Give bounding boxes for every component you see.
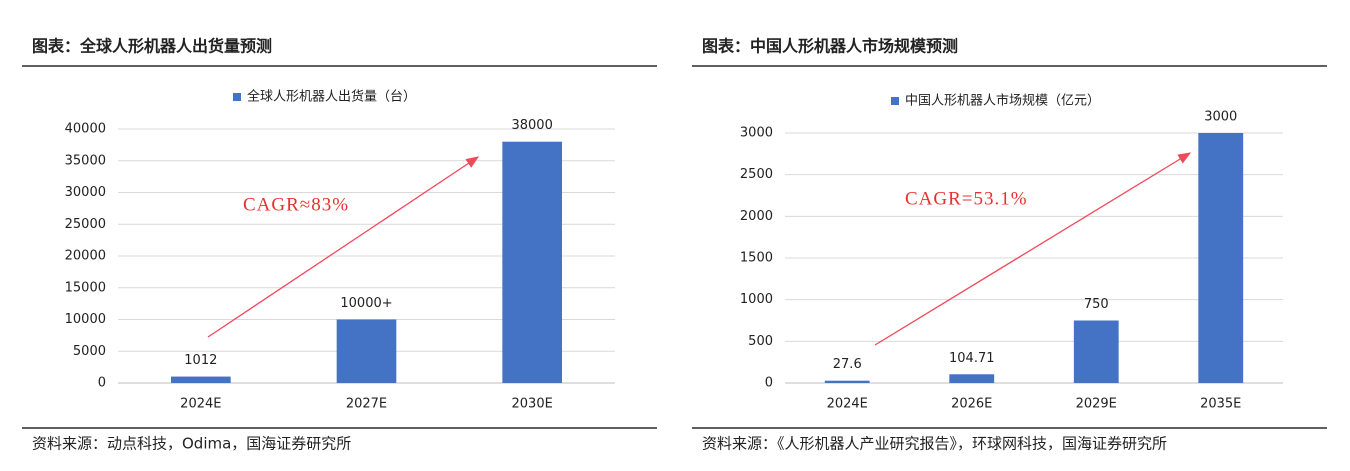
chart-title: 图表：全球人形机器人出货量预测 xyxy=(32,37,272,56)
data-label: 10000+ xyxy=(340,296,392,311)
bar xyxy=(502,141,562,383)
data-label: 27.6 xyxy=(833,357,862,372)
source-note: 资料来源：《人形机器人产业研究报告》，环球网科技，国海证券研究所 xyxy=(702,435,1167,453)
x-tick-label: 2029E xyxy=(1076,397,1117,412)
annotation: CAGR≈83% xyxy=(243,194,349,215)
y-tick-label: 35000 xyxy=(65,153,106,168)
y-tick-label: 2500 xyxy=(740,167,773,182)
y-tick-label: 40000 xyxy=(65,122,106,137)
y-tick-label: 5000 xyxy=(73,344,106,359)
y-tick-label: 10000 xyxy=(65,312,106,327)
bar xyxy=(1073,320,1119,383)
legend-label: 全球人形机器人出货量（台） xyxy=(247,89,416,105)
y-tick-label: 0 xyxy=(765,376,773,391)
bar xyxy=(949,374,995,383)
data-label: 38000 xyxy=(511,118,552,133)
legend-swatch xyxy=(891,97,899,105)
annotation: CAGR=53.1% xyxy=(905,188,1028,209)
chart-title: 图表：中国人形机器人市场规模预测 xyxy=(702,37,958,56)
bar xyxy=(824,380,870,383)
x-tick-label: 2035E xyxy=(1200,397,1241,412)
y-tick-label: 1000 xyxy=(740,292,773,307)
y-tick-label: 3000 xyxy=(740,126,773,141)
data-label: 3000 xyxy=(1204,110,1237,125)
data-label: 1012 xyxy=(184,353,217,368)
bar xyxy=(336,319,397,383)
data-label: 750 xyxy=(1084,297,1109,312)
y-tick-label: 20000 xyxy=(65,249,106,264)
bar xyxy=(1198,133,1244,383)
data-label: 104.71 xyxy=(949,351,995,366)
y-tick-label: 2000 xyxy=(740,209,773,224)
x-tick-label: 2024E xyxy=(827,397,868,412)
y-tick-label: 1500 xyxy=(740,251,773,266)
source-note: 资料来源：动点科技，Odima，国海证券研究所 xyxy=(32,435,351,453)
y-tick-label: 15000 xyxy=(65,280,106,295)
trend-arrow xyxy=(874,152,1192,346)
trend-arrow xyxy=(207,156,480,338)
x-tick-label: 2027E xyxy=(346,397,387,412)
y-tick-label: 30000 xyxy=(65,185,106,200)
bar xyxy=(171,376,231,383)
y-tick-label: 0 xyxy=(98,376,106,391)
y-tick-label: 500 xyxy=(748,334,773,349)
legend-label: 中国人形机器人市场规模（亿元） xyxy=(905,93,1100,109)
x-tick-label: 2026E xyxy=(951,397,992,412)
legend-swatch xyxy=(233,93,241,101)
y-tick-label: 25000 xyxy=(65,217,106,232)
x-tick-label: 2024E xyxy=(180,397,221,412)
x-tick-label: 2030E xyxy=(512,397,553,412)
